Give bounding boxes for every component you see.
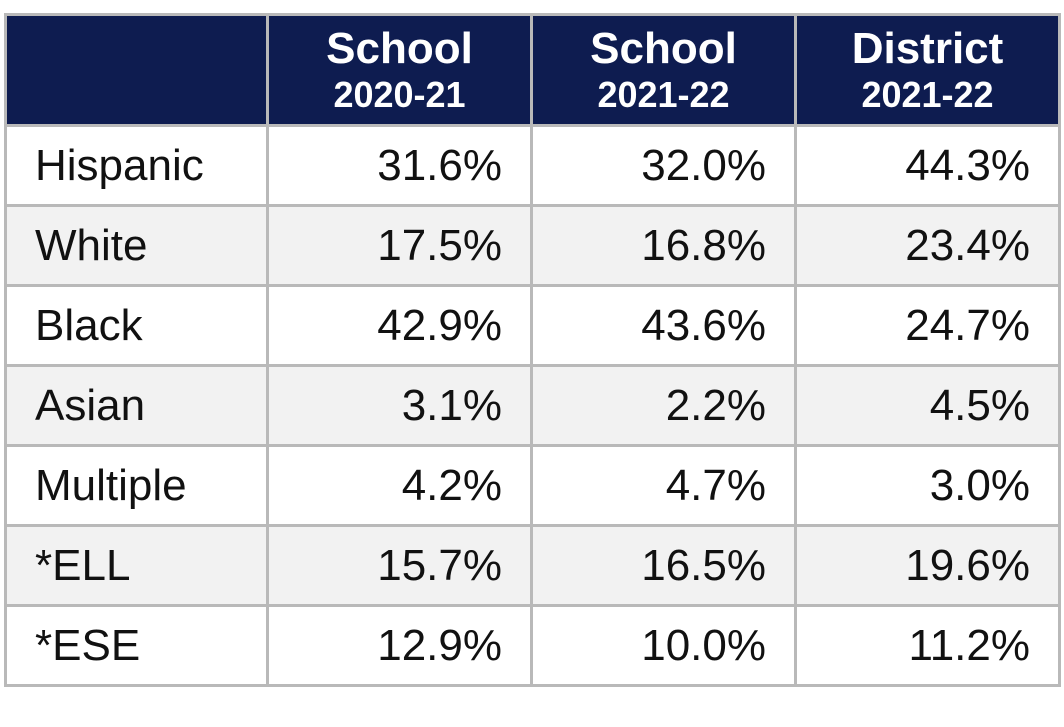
header-cell: [4, 13, 269, 127]
data-row: Multiple 4.2% 4.7% 3.0%: [4, 444, 1061, 527]
data-row: *ESE 12.9% 10.0% 11.2%: [4, 604, 1061, 687]
column-year: 2020-21: [333, 74, 466, 116]
row-label: *ELL: [4, 524, 269, 607]
row-label: Hispanic: [4, 124, 269, 207]
value-cell: 43.6%: [530, 284, 797, 367]
data-row: Asian 3.1% 2.2% 4.5%: [4, 364, 1061, 447]
value-cell: 44.3%: [794, 124, 1061, 207]
value-cell: 42.9%: [266, 284, 533, 367]
data-row: Hispanic 31.6% 32.0% 44.3%: [4, 124, 1061, 207]
value-cell: 12.9%: [266, 604, 533, 687]
column-year: 2021-22: [861, 74, 994, 116]
demographics-table: School 2020-21 School 2021-22 District 2021-2…: [4, 13, 1061, 687]
data-row: White 17.5% 16.8% 23.4%: [4, 204, 1061, 287]
value-cell: 4.2%: [266, 444, 533, 527]
value-cell: 2.2%: [530, 364, 797, 447]
column-title: School: [326, 24, 473, 73]
value-cell: 10.0%: [530, 604, 797, 687]
column-title: School: [590, 24, 737, 73]
header-cell: School 2021-22: [530, 13, 797, 127]
header-row: School 2020-21 School 2021-22 District 2021-2…: [4, 13, 1061, 127]
column-title: District: [851, 24, 1004, 73]
value-cell: 31.6%: [266, 124, 533, 207]
value-cell: 3.1%: [266, 364, 533, 447]
value-cell: 4.5%: [794, 364, 1061, 447]
row-label: Multiple: [4, 444, 269, 527]
row-label: White: [4, 204, 269, 287]
header-cell: District 2021-22: [794, 13, 1061, 127]
value-cell: 3.0%: [794, 444, 1061, 527]
value-cell: 19.6%: [794, 524, 1061, 607]
value-cell: 16.8%: [530, 204, 797, 287]
data-row: Black 42.9% 43.6% 24.7%: [4, 284, 1061, 367]
row-label: Asian: [4, 364, 269, 447]
header-cell: School 2020-21: [266, 13, 533, 127]
value-cell: 23.4%: [794, 204, 1061, 287]
value-cell: 4.7%: [530, 444, 797, 527]
row-label: *ESE: [4, 604, 269, 687]
row-label: Black: [4, 284, 269, 367]
value-cell: 32.0%: [530, 124, 797, 207]
value-cell: 11.2%: [794, 604, 1061, 687]
data-row: *ELL 15.7% 16.5% 19.6%: [4, 524, 1061, 607]
value-cell: 17.5%: [266, 204, 533, 287]
column-year: 2021-22: [597, 74, 730, 116]
value-cell: 16.5%: [530, 524, 797, 607]
value-cell: 15.7%: [266, 524, 533, 607]
value-cell: 24.7%: [794, 284, 1061, 367]
